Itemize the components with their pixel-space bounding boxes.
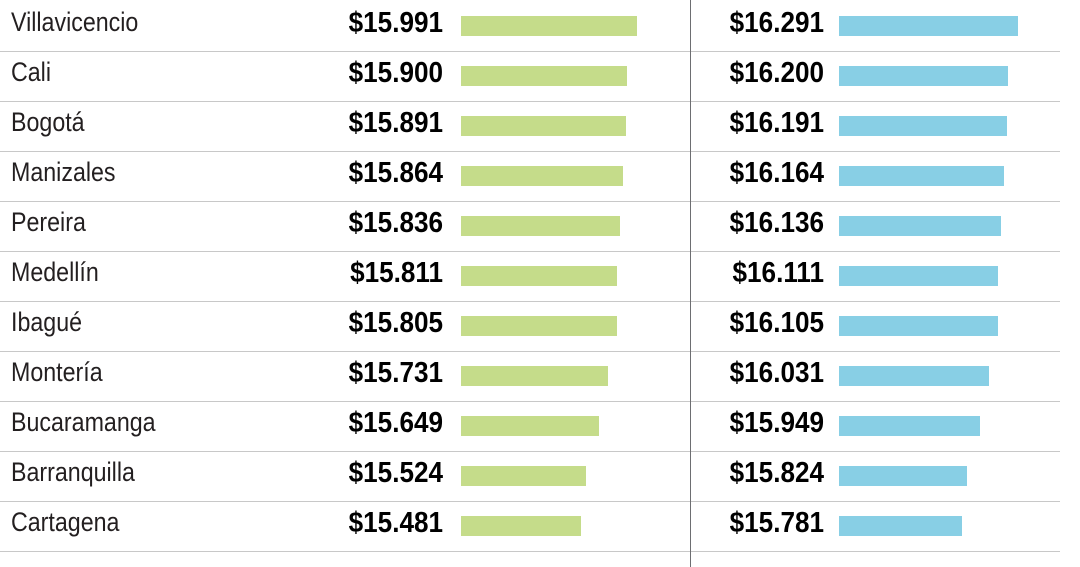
bar-series-2 [839, 416, 980, 436]
data-label-series-2: $16.111 [732, 257, 824, 289]
city-label: Barranquilla [11, 457, 135, 487]
table-row: Bogotá $15.891 $16.191 [0, 101, 1060, 152]
bar-series-1 [461, 166, 623, 186]
bar-series-1 [461, 516, 581, 536]
table-row: Montería $15.731 $16.031 [0, 351, 1060, 402]
bar-series-1 [461, 116, 626, 136]
table-row: Pereira $15.836 $16.136 [0, 201, 1060, 252]
city-label: Medellín [11, 257, 99, 287]
bar-series-1 [461, 66, 627, 86]
data-label-series-1: $15.836 [348, 207, 443, 239]
bar-series-1 [461, 16, 637, 36]
data-label-series-2: $15.949 [729, 407, 824, 439]
table-row: Cali $15.900 $16.200 [0, 51, 1060, 102]
table-row: Medellín $15.811 $16.111 [0, 251, 1060, 302]
column-divider [690, 0, 691, 567]
data-label-series-1: $15.864 [348, 157, 443, 189]
city-label: Cartagena [11, 507, 120, 537]
city-label: Pereira [11, 207, 86, 237]
city-label: Bogotá [11, 107, 85, 137]
data-label-series-2: $16.200 [729, 57, 824, 89]
city-label: Montería [11, 357, 103, 387]
bar-series-2 [839, 266, 998, 286]
data-label-series-1: $15.900 [348, 57, 443, 89]
table-row: Cartagena $15.481 $15.781 [0, 501, 1060, 552]
data-label-series-1: $15.891 [348, 107, 443, 139]
bar-series-1 [461, 416, 599, 436]
bar-series-2 [839, 216, 1001, 236]
data-label-series-2: $15.824 [729, 457, 824, 489]
city-label: Villavicencio [11, 7, 139, 37]
data-label-series-2: $16.291 [729, 7, 824, 39]
city-label: Cali [11, 57, 52, 87]
city-label: Ibagué [11, 307, 83, 337]
table-row: Barranquilla $15.524 $15.824 [0, 451, 1060, 502]
bar-series-1 [461, 266, 617, 286]
data-label-series-2: $16.136 [729, 207, 824, 239]
bar-series-1 [461, 366, 608, 386]
table-row: Villavicencio $15.991 $16.291 [0, 1, 1060, 52]
city-label: Manizales [11, 157, 116, 187]
table-row: Ibagué $15.805 $16.105 [0, 301, 1060, 352]
bar-series-2 [839, 366, 989, 386]
bar-series-2 [839, 516, 962, 536]
bar-series-1 [461, 466, 586, 486]
data-label-series-2: $16.105 [729, 307, 824, 339]
bar-series-2 [839, 16, 1018, 36]
data-label-series-1: $15.731 [348, 357, 443, 389]
data-label-series-2: $15.781 [729, 507, 824, 539]
data-label-series-2: $16.191 [729, 107, 824, 139]
city-label: Bucaramanga [11, 407, 156, 437]
bar-series-1 [461, 316, 617, 336]
table-row: Bucaramanga $15.649 $15.949 [0, 401, 1060, 452]
data-label-series-1: $15.811 [350, 257, 443, 289]
bar-series-2 [839, 116, 1007, 136]
data-label-series-1: $15.649 [348, 407, 443, 439]
bar-series-1 [461, 216, 620, 236]
data-label-series-1: $15.524 [348, 457, 443, 489]
data-label-series-2: $16.031 [729, 357, 824, 389]
bar-series-2 [839, 166, 1004, 186]
bar-series-2 [839, 66, 1008, 86]
table-row: Manizales $15.864 $16.164 [0, 151, 1060, 202]
data-label-series-2: $16.164 [729, 157, 824, 189]
bar-series-2 [839, 316, 998, 336]
bar-series-2 [839, 466, 967, 486]
data-label-series-1: $15.481 [348, 507, 443, 539]
data-label-series-1: $15.991 [348, 7, 443, 39]
data-label-series-1: $15.805 [348, 307, 443, 339]
